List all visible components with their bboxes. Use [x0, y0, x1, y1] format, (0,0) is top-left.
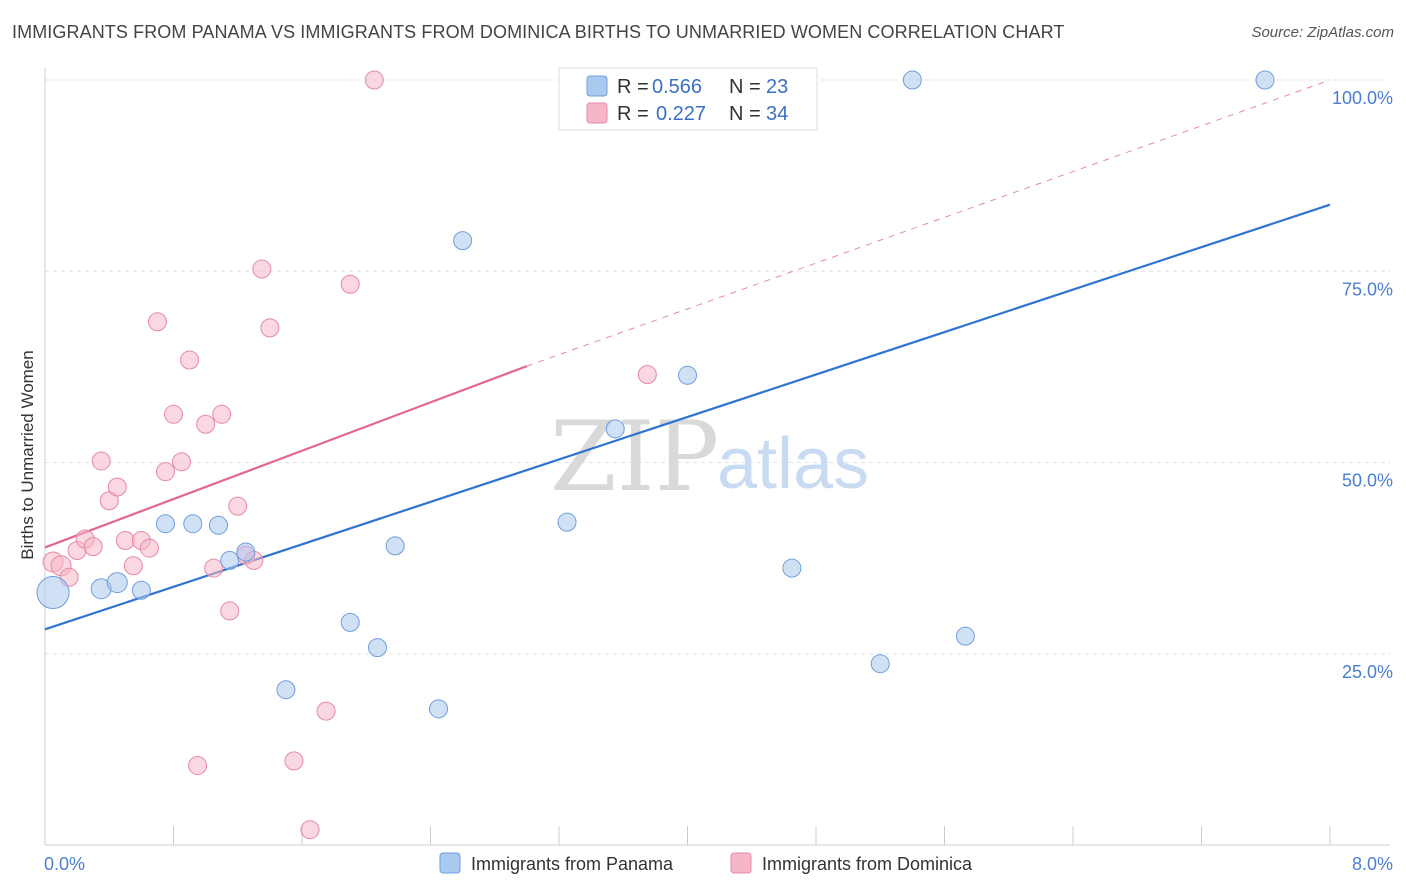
trend-line-dominica [44, 365, 528, 549]
point-panama [106, 572, 128, 594]
axes [44, 68, 1390, 846]
point-dominica [196, 414, 216, 434]
point-dominica [300, 820, 320, 840]
legend-r-label-dominica: R = [617, 103, 649, 125]
y-axis-title: Births to Unmarried Women [18, 350, 37, 559]
point-dominica [164, 404, 183, 424]
point-dominica [212, 404, 232, 424]
point-panama [236, 542, 256, 562]
point-panama [155, 514, 175, 534]
data-points [36, 70, 1275, 840]
point-dominica [155, 462, 175, 482]
chart-title: IMMIGRANTS FROM PANAMA VS IMMIGRANTS FRO… [12, 22, 1065, 42]
x-tick-label: 0.0% [44, 854, 85, 874]
point-dominica [228, 496, 248, 516]
point-panama [870, 654, 890, 674]
gridlines [45, 79, 1390, 655]
point-panama [340, 612, 360, 632]
x-tick-labels: 0.0% 8.0% [44, 854, 1393, 874]
point-panama [453, 231, 473, 251]
point-panama [782, 558, 802, 578]
legend-swatch-dominica [586, 102, 608, 124]
point-dominica [252, 259, 272, 279]
point-panama [208, 515, 228, 535]
x-tick-label: 8.0% [1352, 854, 1393, 874]
point-panama [276, 680, 296, 700]
bottom-legend-swatch-panama [439, 852, 461, 874]
bottom-legend-label-panama: Immigrants from Panama [471, 854, 674, 874]
point-dominica [637, 365, 657, 385]
point-dominica [316, 701, 336, 721]
point-dominica [284, 751, 304, 771]
trend-line-dominica-extension [526, 79, 1331, 367]
point-dominica [83, 537, 103, 557]
bottom-legend-label-dominica: Immigrants from Dominica [762, 854, 973, 874]
legend-n-label-panama: N = [729, 76, 761, 98]
legend-r-value-panama: 0.566 [652, 76, 702, 98]
y-tick-label: 100.0% [1332, 88, 1393, 108]
point-dominica [204, 558, 224, 578]
point-panama [678, 365, 697, 385]
point-dominica [107, 477, 127, 497]
watermark-atlas: atlas [717, 424, 869, 504]
point-panama [955, 626, 975, 646]
legend-n-value-panama: 23 [766, 76, 788, 98]
watermark-zip: ZIP [550, 401, 719, 513]
point-dominica [115, 531, 135, 551]
point-dominica [172, 452, 192, 472]
point-panama [36, 576, 70, 610]
legend-swatch-panama [586, 75, 608, 97]
legend-n-value-dominica: 34 [766, 103, 788, 125]
watermark: ZIP atlas [550, 401, 869, 513]
point-dominica [139, 538, 159, 558]
legend-n-label-dominica: N = [729, 103, 761, 125]
stats-legend: R = 0.566 N = 23 R = 0.227 N = 34 [558, 67, 818, 131]
point-panama [183, 514, 203, 534]
trend-line-panama [44, 203, 1331, 631]
legend-r-label-panama: R = [617, 76, 649, 98]
point-dominica [147, 312, 167, 332]
point-dominica [180, 350, 200, 370]
y-tick-label: 50.0% [1342, 471, 1393, 491]
point-dominica [123, 556, 143, 576]
point-panama [902, 70, 922, 90]
point-dominica [364, 70, 384, 90]
source-label: Source: ZipAtlas.com [1251, 24, 1394, 41]
point-dominica [260, 318, 280, 338]
point-dominica [188, 755, 208, 775]
point-panama [385, 536, 405, 556]
y-tick-labels: 25.0% 50.0% 75.0% 100.0% [1332, 88, 1393, 682]
point-dominica [91, 451, 111, 471]
point-dominica [220, 601, 240, 621]
legend-r-value-dominica: 0.227 [656, 103, 706, 125]
point-panama [367, 638, 387, 658]
point-panama [429, 699, 449, 719]
point-panama [557, 512, 577, 532]
point-panama [131, 580, 151, 600]
y-tick-label: 25.0% [1342, 662, 1393, 682]
point-panama [605, 419, 625, 439]
point-panama [1255, 70, 1275, 90]
trend-lines [44, 79, 1331, 631]
bottom-legend-swatch-dominica [730, 852, 752, 874]
y-tick-label: 75.0% [1342, 279, 1393, 299]
series-legend: Immigrants from Panama Immigrants from D… [439, 852, 973, 874]
point-panama [220, 550, 240, 570]
point-dominica [340, 274, 360, 294]
